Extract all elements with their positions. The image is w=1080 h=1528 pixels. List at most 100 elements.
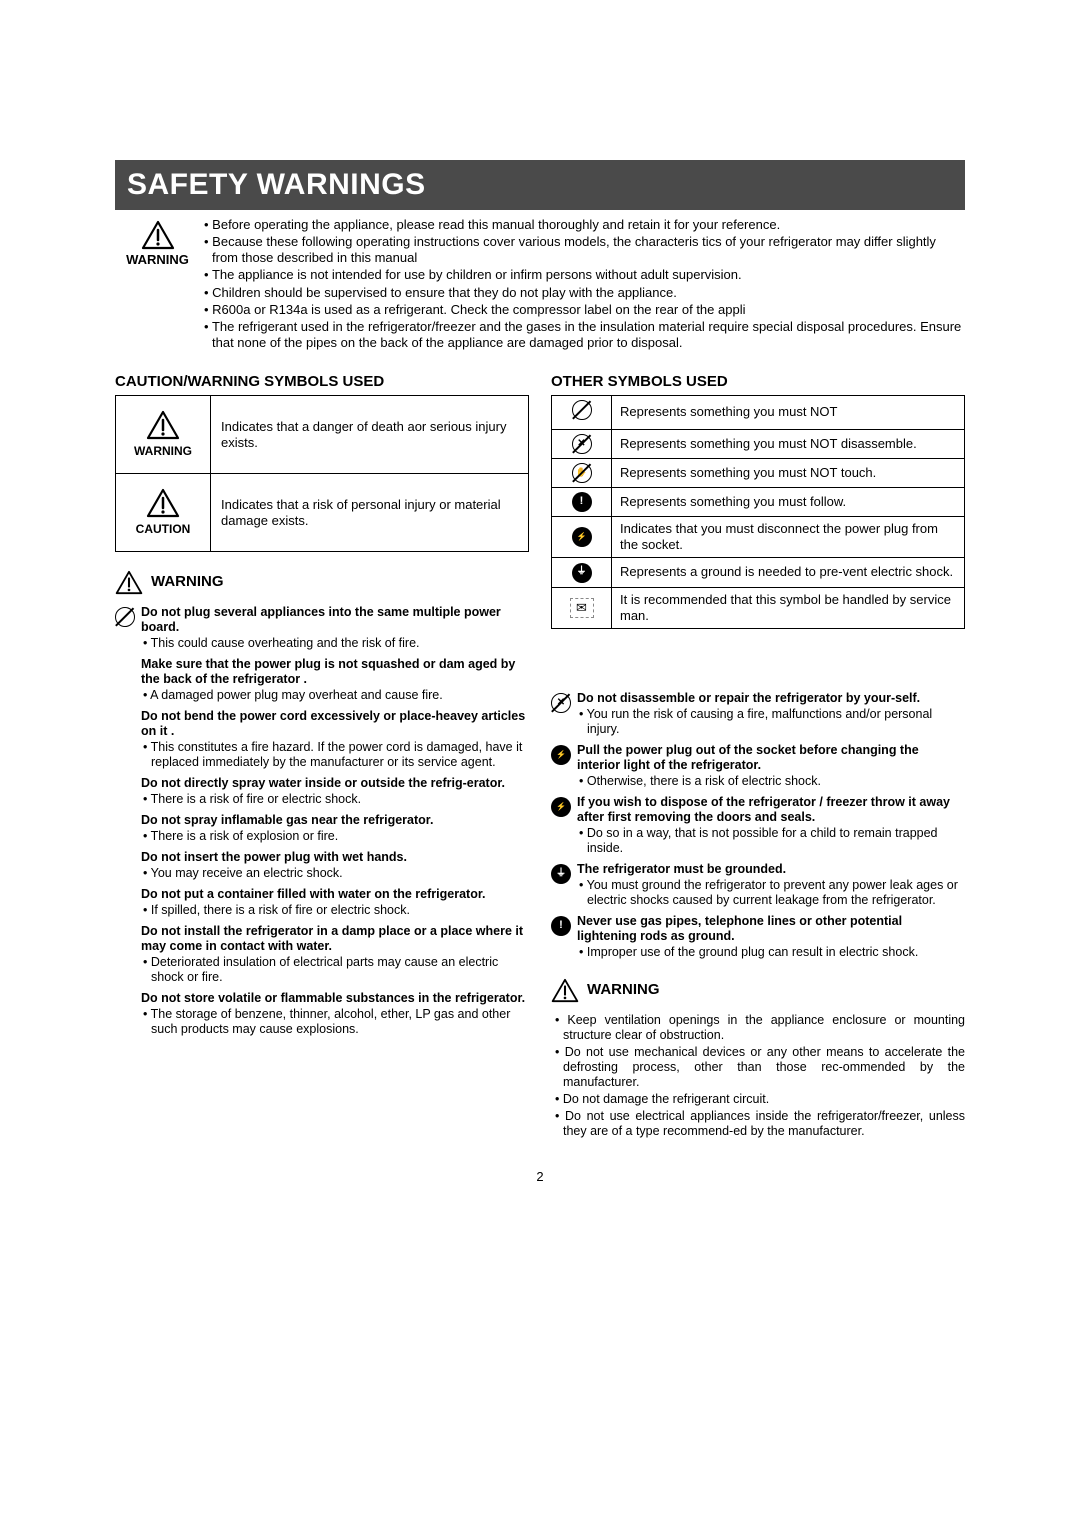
no-touch-icon: ✋ [572, 463, 592, 483]
page-title: SAFETY WARNINGS [115, 160, 965, 210]
intro-warning-label: WARNING [115, 252, 200, 268]
warning-entry: ⏚ The refrigerator must be grounded. You… [551, 862, 965, 908]
warning-sub-text: If spilled, there is a risk of fire or e… [141, 903, 529, 918]
warning-entry: Do not bend the power cord excessively o… [115, 709, 529, 770]
warning-sub-text: Otherwise, there is a risk of electric s… [577, 774, 965, 789]
warning-triangle-icon [146, 410, 180, 440]
no-disassemble-icon: ✕ [551, 693, 571, 713]
other-symbols-table: Represents something you must NOT ✕ Repr… [551, 395, 965, 629]
page-number: 2 [115, 1169, 965, 1185]
warning-sub-text: Deteriorated insulation of electrical pa… [141, 955, 529, 985]
table-row: Represents something you must NOT [552, 396, 965, 429]
other-symbols-heading: OTHER SYMBOLS USED [551, 373, 965, 392]
table-row: ! Represents something you must follow. [552, 487, 965, 516]
caution-symbols-table: WARNING Indicates that a danger of death… [115, 395, 529, 552]
extra-bullet: Do not use mechanical devices or any oth… [551, 1045, 965, 1090]
warning-bold-text: If you wish to dispose of the refrigerat… [577, 795, 965, 825]
warning-sub-text: The storage of benzene, thinner, alcohol… [141, 1007, 529, 1037]
extra-bullet: Keep ventilation openings in the applian… [551, 1013, 965, 1043]
caution-row-label: CAUTION [126, 522, 200, 537]
warning-sub-text: Do so in a way, that is not possible for… [577, 826, 965, 856]
unplug-icon: ⚡ [551, 745, 571, 765]
warning-bold-text: Do not insert the power plug with wet ha… [141, 850, 529, 865]
warning-bold-text: Do not directly spray water inside or ou… [141, 776, 529, 791]
warning-bold-text: Never use gas pipes, telephone lines or … [577, 914, 965, 944]
warning-entry: ⚡ Pull the power plug out of the socket … [551, 743, 965, 789]
warning-bold-text: Do not bend the power cord excessively o… [141, 709, 529, 739]
no-disassemble-icon: ✕ [572, 434, 592, 454]
unplug-icon: ⚡ [551, 797, 571, 817]
warning-entry: Do not put a container filled with water… [115, 887, 529, 918]
warning-label: WARNING [587, 981, 660, 1000]
warning-bold-text: Do not put a container filled with water… [141, 887, 529, 902]
warning-block-header: WARNING [115, 570, 529, 595]
table-row: ✕ Represents something you must NOT disa… [552, 429, 965, 458]
extra-bullet: Do not damage the refrigerant circuit. [551, 1092, 965, 1107]
warning-triangle-icon [141, 220, 175, 250]
warning-sub-text: There is a risk of explosion or fire. [141, 829, 529, 844]
extra-bullet: Do not use electrical appliances inside … [551, 1109, 965, 1139]
warning-entry: Do not install the refrigerator in a dam… [115, 924, 529, 985]
intro-section: WARNING Before operating the appliance, … [115, 216, 965, 353]
warning-bold-text: The refrigerator must be grounded. [577, 862, 965, 877]
warning-entry: Do not plug several appliances into the … [115, 605, 529, 651]
symbol-description: Indicates that you must disconnect the p… [612, 516, 965, 558]
symbol-description: Represents something you must NOT disass… [612, 429, 965, 458]
ground-icon: ⏚ [572, 563, 592, 583]
right-extra-list: Keep ventilation openings in the applian… [551, 1013, 965, 1139]
symbol-description: Represents something you must NOT [612, 396, 965, 429]
warning-sub-text: You may receive an electric shock. [141, 866, 529, 881]
warning-block-header-2: WARNING [551, 978, 965, 1003]
warning-bold-text: Do not install the refrigerator in a dam… [141, 924, 529, 954]
prohibit-icon [572, 400, 592, 420]
warning-entry: ✕ Do not disassemble or repair the refri… [551, 691, 965, 737]
right-warnings-list: ✕ Do not disassemble or repair the refri… [551, 691, 965, 960]
warning-sub-text: You run the risk of causing a fire, malf… [577, 707, 965, 737]
caution-symbols-heading: CAUTION/WARNING SYMBOLS USED [115, 373, 529, 392]
follow-icon: ! [572, 492, 592, 512]
intro-bullet: The appliance is not intended for use by… [200, 267, 965, 283]
warning-sub-text: A damaged power plug may overheat and ca… [141, 688, 529, 703]
caution-row-text: Indicates that a danger of death aor ser… [211, 396, 529, 474]
warning-label: WARNING [151, 573, 224, 592]
intro-bullet: Because these following operating instru… [200, 234, 965, 267]
warning-sub-text: Improper use of the ground plug can resu… [577, 945, 965, 960]
warning-entry: Do not directly spray water inside or ou… [115, 776, 529, 807]
warning-entry: Do not store volatile or flammable subst… [115, 991, 529, 1037]
table-row: ⚡ Indicates that you must disconnect the… [552, 516, 965, 558]
warning-sub-text: This could cause overheating and the ris… [141, 636, 529, 651]
caution-row-label: WARNING [126, 444, 200, 459]
symbol-description: Represents a ground is needed to pre-ven… [612, 558, 965, 587]
intro-bullet: Before operating the appliance, please r… [200, 217, 965, 233]
table-row: CAUTION Indicates that a risk of persona… [116, 474, 529, 552]
warning-entry: ⚡ If you wish to dispose of the refriger… [551, 795, 965, 856]
warning-triangle-icon [551, 978, 579, 1003]
table-row: WARNING Indicates that a danger of death… [116, 396, 529, 474]
warning-sub-text: There is a risk of fire or electric shoc… [141, 792, 529, 807]
unplug-icon: ⚡ [572, 527, 592, 547]
warning-bold-text: Do not disassemble or repair the refrige… [577, 691, 965, 706]
intro-bullet-list: Before operating the appliance, please r… [200, 216, 965, 353]
intro-bullet: Children should be supervised to ensure … [200, 285, 965, 301]
warning-sub-text: This constitutes a fire hazard. If the p… [141, 740, 529, 770]
warning-entry: ! Never use gas pipes, telephone lines o… [551, 914, 965, 960]
intro-bullet: The refrigerant used in the refrigerator… [200, 319, 965, 352]
warning-bold-text: Pull the power plug out of the socket be… [577, 743, 965, 773]
warning-entry: Do not spray inflamable gas near the ref… [115, 813, 529, 844]
warning-bold-text: Do not store volatile or flammable subst… [141, 991, 529, 1006]
warning-entry: Make sure that the power plug is not squ… [115, 657, 529, 703]
intro-bullet: R600a or R134a is used as a refrigerant.… [200, 302, 965, 318]
ground-icon: ⏚ [551, 864, 571, 884]
left-warnings-list: Do not plug several appliances into the … [115, 605, 529, 1037]
warning-triangle-icon [146, 488, 180, 518]
warning-bold-text: Make sure that the power plug is not squ… [141, 657, 529, 687]
warning-triangle-icon [115, 570, 143, 595]
table-row: ⏚ Represents a ground is needed to pre-v… [552, 558, 965, 587]
follow-icon: ! [551, 916, 571, 936]
warning-entry: Do not insert the power plug with wet ha… [115, 850, 529, 881]
caution-row-text: Indicates that a risk of personal injury… [211, 474, 529, 552]
symbol-description: Represents something you must NOT touch. [612, 458, 965, 487]
symbol-description: It is recommended that this symbol be ha… [612, 587, 965, 629]
prohibit-icon [115, 607, 135, 627]
warning-bold-text: Do not spray inflamable gas near the ref… [141, 813, 529, 828]
